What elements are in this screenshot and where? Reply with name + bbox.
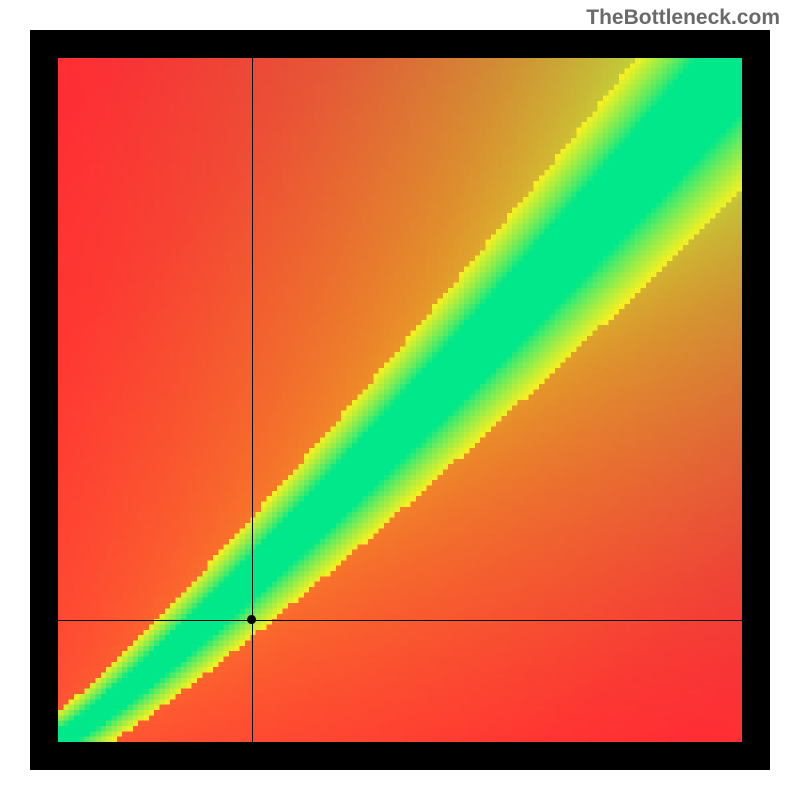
watermark-text: TheBottleneck.com bbox=[586, 6, 780, 30]
crosshair-overlay bbox=[58, 58, 742, 742]
